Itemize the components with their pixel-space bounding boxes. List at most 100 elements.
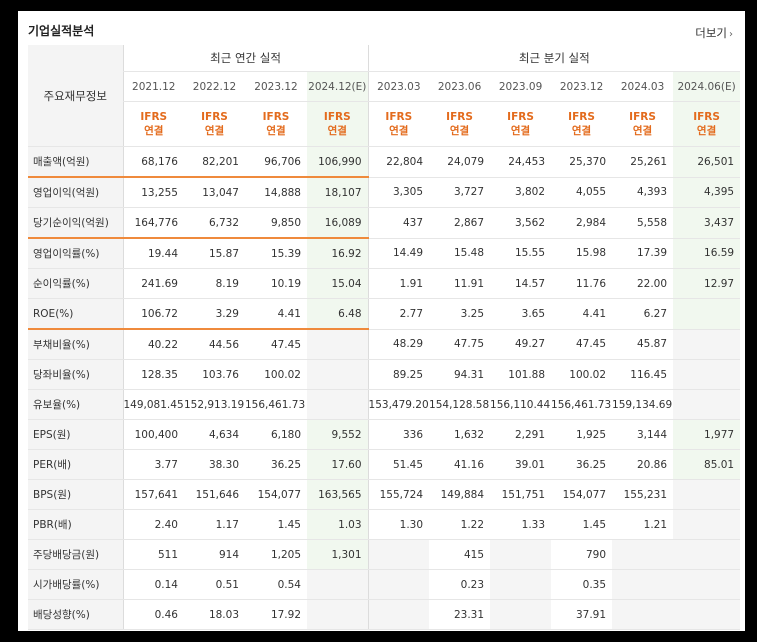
table-cell xyxy=(673,599,741,630)
table-cell: 151,646 xyxy=(184,479,245,510)
table-cell xyxy=(673,359,741,390)
table-cell xyxy=(367,569,430,600)
table-cell: 49.27 xyxy=(490,328,552,360)
table-cell: 5,558 xyxy=(612,207,674,239)
table-cell: 155,724 xyxy=(367,479,430,510)
consolidated-label: 연결 xyxy=(449,125,470,137)
table-cell: 15.55 xyxy=(490,238,552,269)
financial-table: 주요재무정보 최근 연간 실적 최근 분기 실적 2021.12 2022.12 2… xyxy=(28,45,741,630)
table-cell: 36.25 xyxy=(245,449,307,480)
ifrs-label: IFRS xyxy=(629,111,656,123)
table-cell: 0.51 xyxy=(184,569,245,600)
table-cell: 3,437 xyxy=(673,207,741,239)
table-cell: 100.02 xyxy=(245,359,307,390)
ifrs-label: IFRS xyxy=(693,111,720,123)
table-cell: 4,395 xyxy=(673,177,741,208)
table-cell: 26,501 xyxy=(673,146,741,178)
table-cell: 40.22 xyxy=(122,328,184,360)
consolidated-label: 연결 xyxy=(266,125,286,137)
table-row: 주당배당금(원) 511 914 1,205 1,301 415 790 xyxy=(28,539,741,570)
table-cell: 3,727 xyxy=(429,177,491,208)
table-cell: 13,255 xyxy=(122,176,184,208)
table-cell: 116.45 xyxy=(612,359,674,390)
row-label: 배당성향(%) xyxy=(28,599,123,630)
table-cell: 45.87 xyxy=(612,328,674,360)
row-label: PBR(배) xyxy=(28,509,123,540)
table-cell xyxy=(307,359,369,390)
table-cell: 25,261 xyxy=(612,146,674,178)
table-cell: 1.45 xyxy=(551,509,613,540)
table-cell: 15.48 xyxy=(429,238,491,269)
ifrs-header: IFRS 연결 xyxy=(245,101,307,147)
table-cell xyxy=(307,569,369,600)
table-row: 영업이익(억원) 13,255 13,047 14,888 18,107 3,305 3,7… xyxy=(28,176,741,208)
table-cell: 152,913.19 xyxy=(184,389,245,420)
table-cell: 3,305 xyxy=(367,177,430,208)
table-cell: 1.33 xyxy=(490,509,552,540)
table-cell: 15.87 xyxy=(184,237,245,269)
ifrs-header: IFRS 연결 xyxy=(551,101,613,147)
table-cell: 89.25 xyxy=(367,359,430,390)
table-row: 당기순이익(억원) 164,776 6,732 9,850 16,089 437 2,867… xyxy=(28,207,741,239)
table-cell xyxy=(367,539,430,570)
ifrs-header: IFRS 연결 xyxy=(184,101,245,147)
table-row: 부채비율(%) 40.22 44.56 47.45 48.29 47.75 49.27 47.… xyxy=(28,328,741,360)
period-header: 2021.12 xyxy=(122,71,184,102)
ifrs-label: IFRS xyxy=(262,111,290,123)
table-cell: 36.25 xyxy=(551,449,613,480)
table-cell: 2.77 xyxy=(367,298,430,330)
row-label: 당좌비율(%) xyxy=(28,359,123,390)
table-cell: 149,081.45 xyxy=(122,389,184,420)
more-link[interactable]: 더보기 › xyxy=(695,25,733,41)
period-header: 2024.12(E) xyxy=(307,71,369,102)
table-cell: 3,144 xyxy=(612,419,674,450)
table-cell: 19.44 xyxy=(122,237,184,269)
table-cell: 3.65 xyxy=(490,298,552,330)
row-label: 순이익률(%) xyxy=(28,268,123,299)
section-title: 기업실적분석 xyxy=(28,24,95,38)
table-row: 유보율(%) 149,081.45 152,913.19 156,461.73 153,… xyxy=(28,389,741,420)
table-cell: 15.39 xyxy=(245,237,307,269)
table-cell xyxy=(490,569,552,600)
table-cell: 1.91 xyxy=(367,268,430,299)
table-cell: 1.21 xyxy=(612,509,674,540)
table-cell: 47.75 xyxy=(429,328,491,360)
table-cell: 20.86 xyxy=(612,449,674,480)
table-cell: 13,047 xyxy=(184,176,245,208)
table-cell: 511 xyxy=(122,539,184,570)
consolidated-label: 연결 xyxy=(389,125,409,137)
row-label: 영업이익률(%) xyxy=(28,237,123,269)
ifrs-label: IFRS xyxy=(323,111,351,123)
table-cell: 15.04 xyxy=(307,268,369,299)
table-cell: 68,176 xyxy=(122,146,184,178)
table-cell: 16,089 xyxy=(307,207,369,239)
period-header: 2024.03 xyxy=(612,71,674,102)
table-row: PER(배) 3.77 38.30 36.25 17.60 51.45 41.16 39.01… xyxy=(28,449,741,480)
table-cell: 2,867 xyxy=(429,207,491,239)
table-cell: 24,453 xyxy=(490,146,552,178)
table-cell xyxy=(673,479,741,510)
table-cell: 9,850 xyxy=(245,207,307,239)
table-cell: 1.17 xyxy=(184,509,245,540)
table-cell: 22.00 xyxy=(612,268,674,299)
table-cell: 8.19 xyxy=(184,268,245,299)
table-cell: 1,632 xyxy=(429,419,491,450)
table-cell: 100.02 xyxy=(551,359,613,390)
table-cell: 24,079 xyxy=(429,146,491,178)
table-cell: 15.98 xyxy=(551,238,613,269)
ifrs-header: IFRS 연결 xyxy=(307,101,369,147)
table-cell: 106.72 xyxy=(122,298,184,330)
table-cell: 94.31 xyxy=(429,359,491,390)
table-cell: 4.41 xyxy=(245,298,307,330)
table-cell: 1.03 xyxy=(307,509,369,540)
table-cell: 4,634 xyxy=(184,419,245,450)
table-cell: 914 xyxy=(184,539,245,570)
period-header: 2024.06(E) xyxy=(673,71,741,102)
ifrs-header: IFRS 연결 xyxy=(490,101,552,147)
table-cell: 151,751 xyxy=(490,479,552,510)
table-cell: 37.91 xyxy=(551,599,613,630)
table-cell: 25,370 xyxy=(551,146,613,178)
table-cell: 4.41 xyxy=(551,298,613,330)
table-cell: 18,107 xyxy=(307,176,369,208)
table-cell: 14.57 xyxy=(490,268,552,299)
